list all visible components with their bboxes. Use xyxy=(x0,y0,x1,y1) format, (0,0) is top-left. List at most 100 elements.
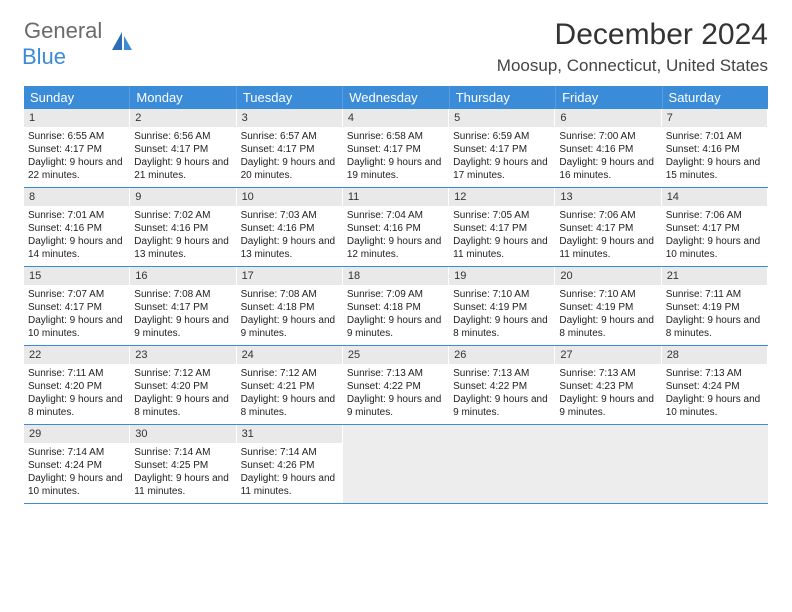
daylight-line: Daylight: 9 hours and 13 minutes. xyxy=(134,235,231,261)
weekday-wednesday: Wednesday xyxy=(343,86,449,109)
sunrise-line: Sunrise: 7:04 AM xyxy=(347,209,444,222)
week-row: 22Sunrise: 7:11 AMSunset: 4:20 PMDayligh… xyxy=(24,346,768,425)
day-number: 11 xyxy=(343,188,448,206)
day-number: 12 xyxy=(449,188,554,206)
title-block: December 2024 Moosup, Connecticut, Unite… xyxy=(497,18,768,76)
sunrise-line: Sunrise: 7:06 AM xyxy=(559,209,656,222)
sunset-line: Sunset: 4:23 PM xyxy=(559,380,656,393)
day-cell: 20Sunrise: 7:10 AMSunset: 4:19 PMDayligh… xyxy=(555,267,661,345)
sunrise-line: Sunrise: 7:09 AM xyxy=(347,288,444,301)
day-number: 27 xyxy=(555,346,660,364)
sunset-line: Sunset: 4:17 PM xyxy=(347,143,444,156)
day-number: 7 xyxy=(662,109,767,127)
sunset-line: Sunset: 4:24 PM xyxy=(28,459,125,472)
sunrise-line: Sunrise: 7:01 AM xyxy=(666,130,763,143)
daylight-line: Daylight: 9 hours and 19 minutes. xyxy=(347,156,444,182)
sunset-line: Sunset: 4:26 PM xyxy=(241,459,338,472)
day-number: 17 xyxy=(237,267,342,285)
daylight-line: Daylight: 9 hours and 8 minutes. xyxy=(559,314,656,340)
week-row: 29Sunrise: 7:14 AMSunset: 4:24 PMDayligh… xyxy=(24,425,768,504)
sunset-line: Sunset: 4:19 PM xyxy=(666,301,763,314)
day-cell: 29Sunrise: 7:14 AMSunset: 4:24 PMDayligh… xyxy=(24,425,130,503)
day-cell: 30Sunrise: 7:14 AMSunset: 4:25 PMDayligh… xyxy=(130,425,236,503)
daylight-line: Daylight: 9 hours and 20 minutes. xyxy=(241,156,338,182)
sunrise-line: Sunrise: 7:13 AM xyxy=(347,367,444,380)
sunset-line: Sunset: 4:17 PM xyxy=(666,222,763,235)
day-number: 25 xyxy=(343,346,448,364)
sunrise-line: Sunrise: 7:13 AM xyxy=(453,367,550,380)
week-row: 8Sunrise: 7:01 AMSunset: 4:16 PMDaylight… xyxy=(24,188,768,267)
day-cell: 12Sunrise: 7:05 AMSunset: 4:17 PMDayligh… xyxy=(449,188,555,266)
sunrise-line: Sunrise: 6:56 AM xyxy=(134,130,231,143)
logo: General Blue xyxy=(24,18,136,70)
day-number: 8 xyxy=(24,188,129,206)
day-cell: 18Sunrise: 7:09 AMSunset: 4:18 PMDayligh… xyxy=(343,267,449,345)
sunrise-line: Sunrise: 7:03 AM xyxy=(241,209,338,222)
sunrise-line: Sunrise: 7:12 AM xyxy=(134,367,231,380)
day-cell-empty xyxy=(662,425,768,503)
sunset-line: Sunset: 4:17 PM xyxy=(559,222,656,235)
daylight-line: Daylight: 9 hours and 10 minutes. xyxy=(666,235,763,261)
day-cell: 13Sunrise: 7:06 AMSunset: 4:17 PMDayligh… xyxy=(555,188,661,266)
sunrise-line: Sunrise: 6:55 AM xyxy=(28,130,125,143)
sunset-line: Sunset: 4:17 PM xyxy=(134,143,231,156)
logo-text: General Blue xyxy=(24,18,102,70)
day-number: 3 xyxy=(237,109,342,127)
day-cell: 24Sunrise: 7:12 AMSunset: 4:21 PMDayligh… xyxy=(237,346,343,424)
day-cell: 7 Sunrise: 7:01 AMSunset: 4:16 PMDaylight… xyxy=(662,109,768,187)
day-cell: 9Sunrise: 7:02 AMSunset: 4:16 PMDaylight… xyxy=(130,188,236,266)
sunset-line: Sunset: 4:16 PM xyxy=(666,143,763,156)
daylight-line: Daylight: 9 hours and 15 minutes. xyxy=(666,156,763,182)
day-number: 4 xyxy=(343,109,448,127)
sunset-line: Sunset: 4:16 PM xyxy=(241,222,338,235)
sunrise-line: Sunrise: 7:12 AM xyxy=(241,367,338,380)
day-cell: 25 Sunrise: 7:13 AMSunset: 4:22 PMDayligh… xyxy=(343,346,449,424)
sunset-line: Sunset: 4:17 PM xyxy=(28,143,125,156)
sunrise-line: Sunrise: 7:07 AM xyxy=(28,288,125,301)
day-cell: 1Sunrise: 6:55 AMSunset: 4:17 PMDaylight… xyxy=(24,109,130,187)
daylight-line: Daylight: 9 hours and 9 minutes. xyxy=(347,393,444,419)
day-cell: 31Sunrise: 7:14 AMSunset: 4:26 PMDayligh… xyxy=(237,425,343,503)
day-cell: 17Sunrise: 7:08 AMSunset: 4:18 PMDayligh… xyxy=(237,267,343,345)
day-number: 28 xyxy=(662,346,767,364)
day-cell: 28Sunrise: 7:13 AMSunset: 4:24 PMDayligh… xyxy=(662,346,768,424)
daylight-line: Daylight: 9 hours and 10 minutes. xyxy=(28,314,125,340)
sunset-line: Sunset: 4:22 PM xyxy=(347,380,444,393)
daylight-line: Daylight: 9 hours and 10 minutes. xyxy=(28,472,125,498)
day-number: 18 xyxy=(343,267,448,285)
day-cell: 4Sunrise: 6:58 AMSunset: 4:17 PMDaylight… xyxy=(343,109,449,187)
daylight-line: Daylight: 9 hours and 13 minutes. xyxy=(241,235,338,261)
weekday-monday: Monday xyxy=(130,86,236,109)
daylight-line: Daylight: 9 hours and 9 minutes. xyxy=(241,314,338,340)
sunrise-line: Sunrise: 7:10 AM xyxy=(453,288,550,301)
daylight-line: Daylight: 9 hours and 16 minutes. xyxy=(559,156,656,182)
day-number: 21 xyxy=(662,267,767,285)
sunset-line: Sunset: 4:17 PM xyxy=(134,301,231,314)
day-cell-empty xyxy=(343,425,449,503)
day-cell: 15Sunrise: 7:07 AMSunset: 4:17 PMDayligh… xyxy=(24,267,130,345)
day-cell: 21Sunrise: 7:11 AMSunset: 4:19 PMDayligh… xyxy=(662,267,768,345)
header: General Blue December 2024 Moosup, Conne… xyxy=(24,18,768,76)
sunrise-line: Sunrise: 7:08 AM xyxy=(134,288,231,301)
day-number: 16 xyxy=(130,267,235,285)
weekday-row: SundayMondayTuesdayWednesdayThursdayFrid… xyxy=(24,86,768,109)
sunrise-line: Sunrise: 6:59 AM xyxy=(453,130,550,143)
sunset-line: Sunset: 4:18 PM xyxy=(347,301,444,314)
sunrise-line: Sunrise: 7:01 AM xyxy=(28,209,125,222)
day-cell: 19Sunrise: 7:10 AMSunset: 4:19 PMDayligh… xyxy=(449,267,555,345)
daylight-line: Daylight: 9 hours and 9 minutes. xyxy=(453,393,550,419)
daylight-line: Daylight: 9 hours and 9 minutes. xyxy=(134,314,231,340)
daylight-line: Daylight: 9 hours and 11 minutes. xyxy=(559,235,656,261)
daylight-line: Daylight: 9 hours and 11 minutes. xyxy=(241,472,338,498)
daylight-line: Daylight: 9 hours and 10 minutes. xyxy=(666,393,763,419)
daylight-line: Daylight: 9 hours and 14 minutes. xyxy=(28,235,125,261)
day-number: 1 xyxy=(24,109,129,127)
day-number: 6 xyxy=(555,109,660,127)
sunrise-line: Sunrise: 7:08 AM xyxy=(241,288,338,301)
day-cell: 14Sunrise: 7:06 AMSunset: 4:17 PMDayligh… xyxy=(662,188,768,266)
sunset-line: Sunset: 4:16 PM xyxy=(28,222,125,235)
day-cell: 3Sunrise: 6:57 AMSunset: 4:17 PMDaylight… xyxy=(237,109,343,187)
sunset-line: Sunset: 4:17 PM xyxy=(28,301,125,314)
day-number: 23 xyxy=(130,346,235,364)
week-row: 1Sunrise: 6:55 AMSunset: 4:17 PMDaylight… xyxy=(24,109,768,188)
